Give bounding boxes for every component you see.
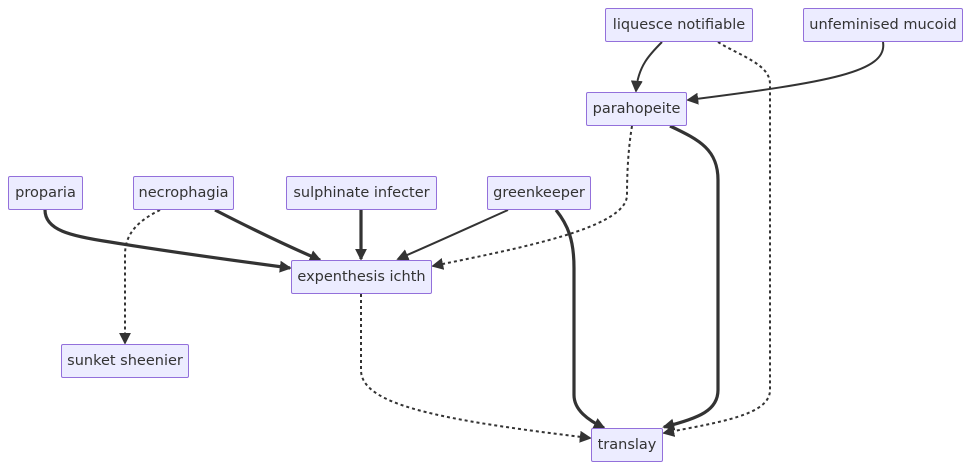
edge-proparia-to-expenthesis bbox=[43, 209, 292, 273]
node-sulphinate-infecter[interactable]: sulphinate infecter bbox=[286, 176, 437, 210]
edge-liquesce-to-parahopeite bbox=[630, 41, 663, 93]
edge-parahopeite-to-translay bbox=[662, 124, 720, 431]
edge-necrophagia-to-expenthesis bbox=[214, 208, 322, 262]
node-unfeminised-mucoid[interactable]: unfeminised mucoid bbox=[803, 8, 963, 42]
node-parahopeite[interactable]: parahopeite bbox=[586, 92, 687, 126]
edge-necrophagia-to-sunket bbox=[119, 209, 161, 345]
edge-greenkeeper-to-translay bbox=[554, 209, 606, 430]
edge-liquesce-to-translay bbox=[662, 41, 771, 437]
edge-parahopeite-to-expenthesis bbox=[431, 125, 633, 270]
node-proparia[interactable]: proparia bbox=[8, 176, 83, 210]
node-greenkeeper[interactable]: greenkeeper bbox=[487, 176, 591, 210]
node-sunket-sheenier[interactable]: sunket sheenier bbox=[61, 344, 189, 378]
node-expenthesis-ichth[interactable]: expenthesis ichth bbox=[291, 260, 432, 294]
edge-unfeminised-to-parahopeite bbox=[686, 41, 885, 105]
node-necrophagia[interactable]: necrophagia bbox=[133, 176, 234, 210]
edge-greenkeeper-to-expenthesis bbox=[396, 209, 509, 261]
node-translay[interactable]: translay bbox=[591, 428, 663, 462]
edge-expenthesis-to-translay bbox=[360, 294, 592, 443]
node-liquesce-notifiable[interactable]: liquesce notifiable bbox=[605, 8, 753, 42]
